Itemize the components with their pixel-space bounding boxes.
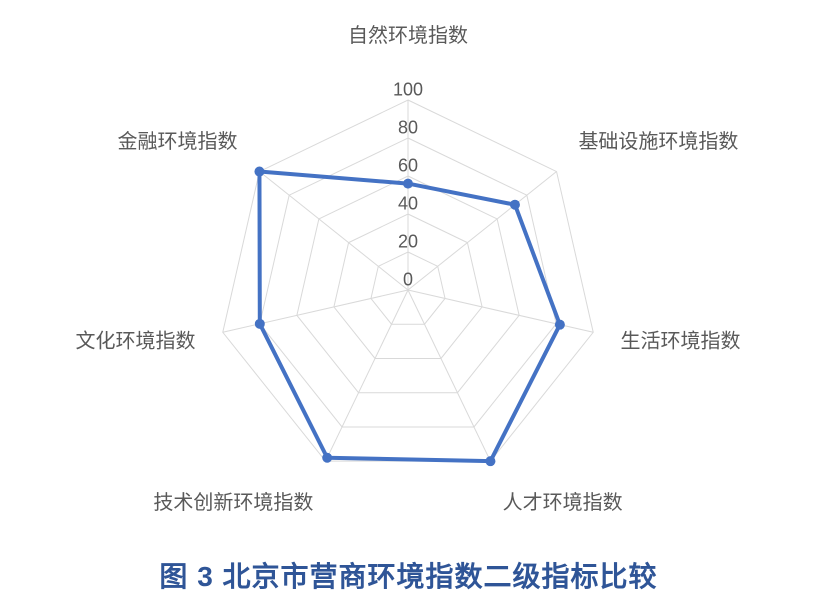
axis-label: 基础设施环境指数: [578, 125, 738, 154]
tick-label: 20: [398, 232, 418, 253]
tick-label: 100: [393, 80, 423, 101]
tick-label: 60: [398, 156, 418, 177]
axis-label: 人才环境指数: [503, 486, 623, 515]
radar-chart-container: 0 20 40 60 80 100 自然环境指数基础设施环境指数生活环境指数人才环境指数 技术…: [0, 0, 817, 608]
tick-label: 0: [403, 270, 413, 291]
tick-label: 40: [398, 194, 418, 215]
axis-label: 金融环境指数: [118, 125, 238, 154]
axis-label: 自然环境指数: [348, 19, 468, 48]
axis-label: 技术创新环境指数: [153, 486, 313, 515]
axis-label: 生活环境指数: [621, 324, 741, 353]
axis-label: 文化环境指数: [75, 324, 195, 353]
chart-caption: 图 3 北京市营商环境指数二级指标比较: [0, 555, 817, 595]
tick-label: 80: [398, 118, 418, 139]
